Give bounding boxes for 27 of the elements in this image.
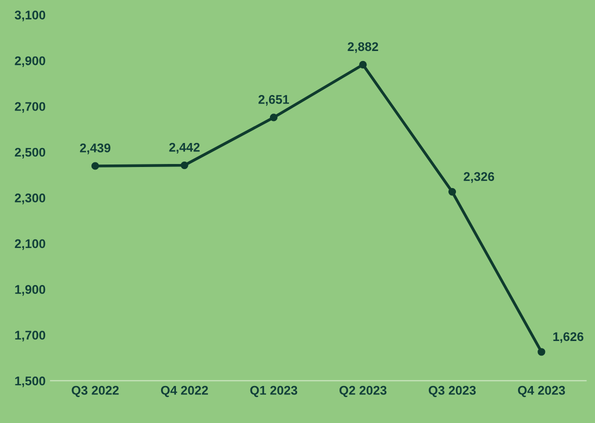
- x-tick-label: Q4 2023: [518, 386, 565, 398]
- y-tick-label: 1,500: [15, 376, 46, 388]
- data-label: 2,326: [464, 172, 494, 183]
- point: [180, 161, 188, 170]
- data-label: 2,439: [80, 144, 110, 154]
- point: [270, 114, 278, 122]
- point: [538, 348, 546, 356]
- y-tick-label: 2,700: [14, 102, 46, 113]
- y-tick-label: 3,100: [14, 10, 46, 22]
- point: [359, 60, 367, 68]
- x-tick-label: Q4 2022: [160, 386, 208, 398]
- y-tick-label: 2,900: [14, 56, 46, 68]
- data-label: 2,882: [348, 42, 378, 53]
- point: [91, 162, 100, 170]
- x-tick-label: Q2 2023: [339, 386, 386, 398]
- y-tick-label: 1,700: [15, 330, 46, 342]
- data-label: 2,442: [169, 142, 200, 154]
- y-tick-label: 2,300: [14, 194, 46, 204]
- x-tick-label: Q3 2023: [428, 386, 476, 398]
- x-tick-label: Q3 2022: [72, 386, 119, 398]
- data-label: 1,626: [553, 332, 584, 343]
- point: [448, 188, 456, 196]
- y-tick-label: 2,500: [14, 148, 46, 158]
- y-tick-label: 1,900: [15, 285, 46, 296]
- x-tick-label: Q1 2023: [250, 386, 298, 398]
- data-label: 2,651: [258, 95, 289, 106]
- y-tick-label: 2,100: [14, 239, 46, 250]
